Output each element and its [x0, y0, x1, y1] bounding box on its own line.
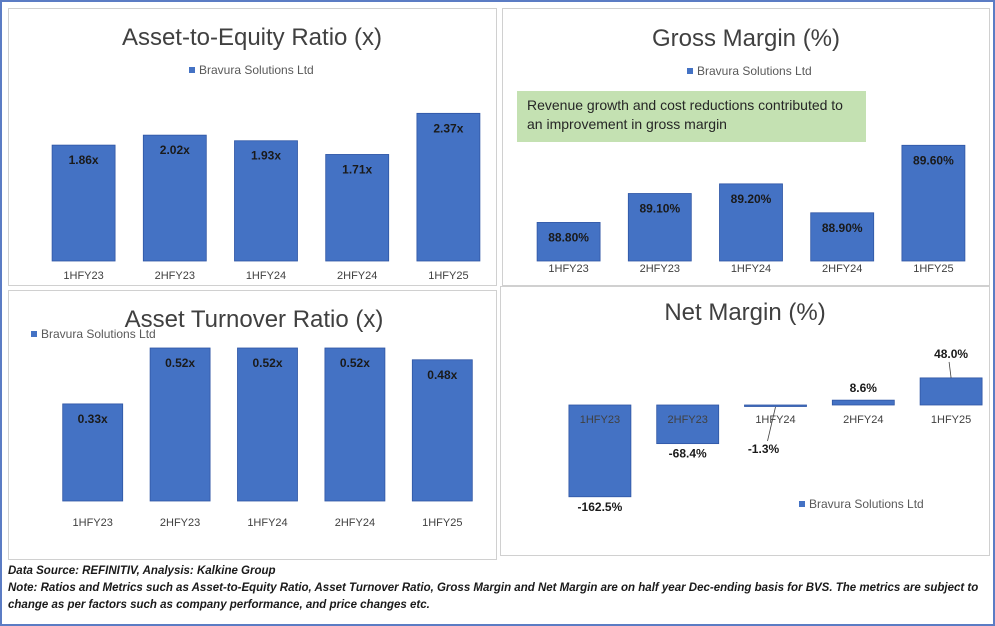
bar-1hfy25	[919, 377, 983, 406]
bar-2hfy23	[149, 347, 211, 502]
x-tick-label: 1HFY24	[247, 517, 287, 529]
data-label: -1.3%	[748, 442, 780, 456]
x-tick-label: 1HFY23	[73, 517, 113, 529]
bar-1hfy25	[416, 112, 481, 262]
bar-1hfy24	[237, 347, 298, 502]
data-label: 1.93x	[251, 149, 281, 163]
x-tick-label: 1HFY24	[755, 414, 795, 426]
bar-1hfy24	[719, 183, 783, 262]
data-label: -162.5%	[578, 500, 623, 514]
gross-margin-svg: Gross Margin (%) Bravura Solutions Ltd 88.…	[536, 25, 966, 275]
data-label: 88.90%	[822, 221, 863, 235]
x-tick-label: 2HFY24	[337, 270, 377, 282]
data-label: 1.86x	[69, 153, 99, 167]
legend-swatch	[31, 331, 37, 337]
bar-1hfy23	[51, 144, 116, 262]
data-label: 0.52x	[340, 356, 370, 370]
bar-1hfy23	[62, 403, 124, 502]
legend-swatch	[687, 68, 693, 74]
leader-line	[767, 406, 776, 442]
gross-margin-chart: Gross Margin (%) Bravura Solutions Ltd 88.…	[502, 8, 990, 286]
bar-2hfy24	[810, 212, 875, 262]
bar-2hfy23	[627, 193, 692, 262]
asset-to-equity-chart: Asset-to-Equity Ratio (x) Bravura Solutio…	[8, 8, 497, 286]
bar-2hfy24	[831, 399, 895, 406]
x-tick-label: 1HFY25	[931, 414, 971, 426]
legend-label: Bravura Solutions Ltd	[199, 63, 314, 77]
chart-title: Net Margin (%)	[664, 299, 825, 326]
x-tick-label: 1HFY25	[428, 270, 468, 282]
chart-title: Asset Turnover Ratio (x)	[125, 306, 384, 333]
chart-title: Gross Margin (%)	[652, 25, 840, 52]
legend-swatch	[799, 501, 805, 507]
x-tick-label: 2HFY23	[160, 517, 200, 529]
bar-1hfy25	[901, 144, 966, 262]
legend-label: Bravura Solutions Ltd	[809, 497, 924, 511]
net-margin-svg: Net Margin (%) Bravura Solutions Ltd 1HFY2…	[568, 299, 983, 514]
data-label: 89.60%	[913, 153, 954, 167]
asset-turnover-svg: Asset Turnover Ratio (x)Bravura Solution…	[31, 306, 473, 529]
legend-swatch	[189, 67, 195, 73]
bar-1hfy23	[536, 222, 601, 262]
data-label: 88.80%	[548, 230, 589, 244]
methodology-note: Note: Ratios and Metrics such as Asset-t…	[8, 582, 979, 611]
x-tick-label: 2HFY23	[668, 414, 708, 426]
x-tick-label: 1HFY24	[246, 270, 286, 282]
bar-2hfy24	[325, 154, 390, 262]
bar-1hfy25	[411, 359, 473, 502]
bar-1hfy24	[234, 140, 298, 262]
asset-to-equity-svg: Asset-to-Equity Ratio (x) Bravura Solutio…	[51, 24, 481, 282]
x-tick-label: 1HFY23	[580, 414, 620, 426]
data-label: 0.48x	[427, 368, 457, 382]
data-label: 8.6%	[850, 381, 878, 395]
footer-notes: Data Source: REFINITIV, Analysis: Kalkin…	[8, 563, 983, 614]
net-margin-chart: Net Margin (%) Bravura Solutions Ltd 1HFY2…	[500, 286, 990, 556]
data-label: 1.71x	[342, 162, 372, 176]
bar-2hfy24	[324, 347, 386, 502]
x-tick-label: 1HFY25	[913, 263, 953, 275]
bar-2hfy23	[142, 134, 207, 262]
x-tick-label: 1HFY25	[422, 517, 462, 529]
data-label: -68.4%	[669, 447, 707, 461]
data-label: 0.52x	[252, 356, 282, 370]
gross-margin-callout: Revenue growth and cost reductions contr…	[517, 91, 866, 142]
leader-line	[948, 361, 952, 378]
x-tick-label: 2HFY24	[822, 263, 862, 275]
bar-2hfy23	[656, 404, 720, 445]
x-tick-label: 2HFY24	[843, 414, 883, 426]
x-tick-label: 2HFY24	[335, 517, 375, 529]
asset-turnover-chart: Asset Turnover Ratio (x) Bravura Solution…	[8, 290, 497, 560]
bar-1hfy24	[744, 404, 807, 407]
x-tick-label: 1HFY23	[63, 270, 103, 282]
x-tick-label: 1HFY24	[731, 263, 771, 275]
data-label: 2.37x	[433, 121, 463, 135]
data-label: 0.33x	[78, 412, 108, 426]
x-tick-label: 1HFY23	[548, 263, 588, 275]
bar-1hfy23	[568, 404, 632, 498]
data-label: 89.20%	[731, 192, 772, 206]
data-label: 89.10%	[639, 202, 680, 216]
data-source-text: Data Source: REFINITIV, Analysis: Kalkin…	[8, 565, 276, 577]
data-label: 2.02x	[160, 143, 190, 157]
legend-label: Bravura Solutions Ltd	[41, 327, 156, 341]
x-tick-label: 2HFY23	[640, 263, 680, 275]
x-tick-label: 2HFY23	[155, 270, 195, 282]
legend-label: Bravura Solutions Ltd	[697, 64, 812, 78]
data-label: 48.0%	[934, 347, 968, 361]
chart-title: Asset-to-Equity Ratio (x)	[122, 24, 382, 51]
data-label: 0.52x	[165, 356, 195, 370]
